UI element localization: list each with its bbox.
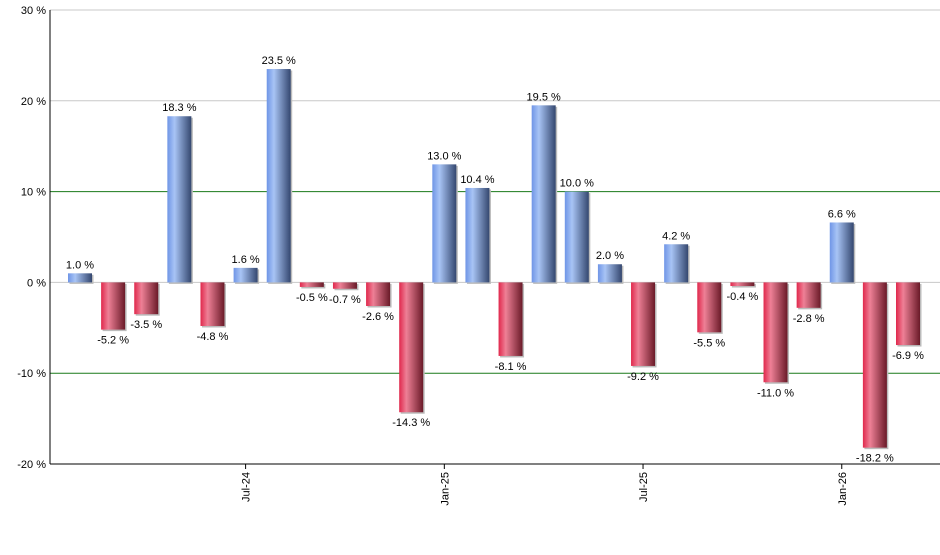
data-label: -0.4 % bbox=[727, 291, 759, 303]
bar bbox=[233, 267, 258, 283]
y-tick-label: -20 % bbox=[17, 459, 46, 471]
bar bbox=[432, 164, 457, 283]
y-tick-label: 10 % bbox=[21, 187, 46, 199]
bar bbox=[564, 191, 589, 283]
x-tick-label: Jan-26 bbox=[837, 472, 849, 506]
x-tick-label: Jul-24 bbox=[241, 472, 253, 502]
bar bbox=[631, 282, 656, 366]
data-label: -5.2 % bbox=[97, 335, 129, 347]
bar bbox=[763, 282, 788, 383]
x-tick-label: Jul-25 bbox=[638, 472, 650, 502]
data-label: 6.6 % bbox=[828, 208, 856, 220]
bar bbox=[465, 187, 490, 283]
bar bbox=[730, 282, 755, 287]
data-label: -5.5 % bbox=[693, 337, 725, 349]
data-label: -0.7 % bbox=[329, 294, 361, 306]
data-label: 10.4 % bbox=[460, 174, 494, 186]
data-label: -0.5 % bbox=[296, 292, 328, 304]
bar bbox=[332, 282, 357, 289]
bar bbox=[697, 282, 722, 333]
data-label: -11.0 % bbox=[757, 387, 794, 399]
data-label: -18.2 % bbox=[856, 453, 894, 465]
bar bbox=[200, 282, 225, 326]
data-label: -6.9 % bbox=[892, 350, 924, 362]
bar bbox=[399, 282, 424, 413]
data-label: 18.3 % bbox=[162, 102, 196, 114]
bar bbox=[597, 264, 622, 283]
bar bbox=[896, 282, 920, 346]
data-label: 23.5 % bbox=[262, 55, 296, 67]
data-label: -4.8 % bbox=[197, 331, 229, 343]
data-label: 1.6 % bbox=[232, 254, 260, 266]
bar bbox=[266, 69, 291, 283]
bar bbox=[167, 116, 192, 283]
bar bbox=[531, 105, 556, 283]
bar bbox=[829, 222, 854, 283]
bar bbox=[134, 282, 159, 315]
data-label: 2.0 % bbox=[596, 250, 624, 262]
y-tick-label: 30 % bbox=[21, 5, 46, 17]
data-label: 1.0 % bbox=[66, 259, 94, 271]
bar bbox=[366, 282, 391, 307]
bar bbox=[498, 282, 523, 356]
bar bbox=[862, 282, 887, 448]
data-label: -14.3 % bbox=[392, 417, 430, 429]
bar bbox=[101, 282, 126, 330]
data-label: -8.1 % bbox=[495, 361, 527, 373]
data-label: 13.0 % bbox=[427, 150, 461, 162]
bar bbox=[796, 282, 821, 308]
data-label: -2.8 % bbox=[793, 313, 825, 325]
data-label: -3.5 % bbox=[130, 319, 162, 331]
x-tick-label: Jan-25 bbox=[439, 472, 451, 506]
data-label: 4.2 % bbox=[662, 230, 690, 242]
bar bbox=[299, 282, 324, 287]
y-tick-label: 20 % bbox=[21, 96, 46, 108]
bar bbox=[68, 273, 92, 283]
y-tick-label: -10 % bbox=[17, 368, 46, 380]
data-label: 19.5 % bbox=[527, 91, 561, 103]
bar bbox=[664, 244, 689, 283]
data-label: 10.0 % bbox=[560, 178, 594, 190]
data-label: -2.6 % bbox=[362, 311, 394, 323]
y-tick-label: 0 % bbox=[27, 277, 46, 289]
data-label: -9.2 % bbox=[627, 371, 659, 383]
